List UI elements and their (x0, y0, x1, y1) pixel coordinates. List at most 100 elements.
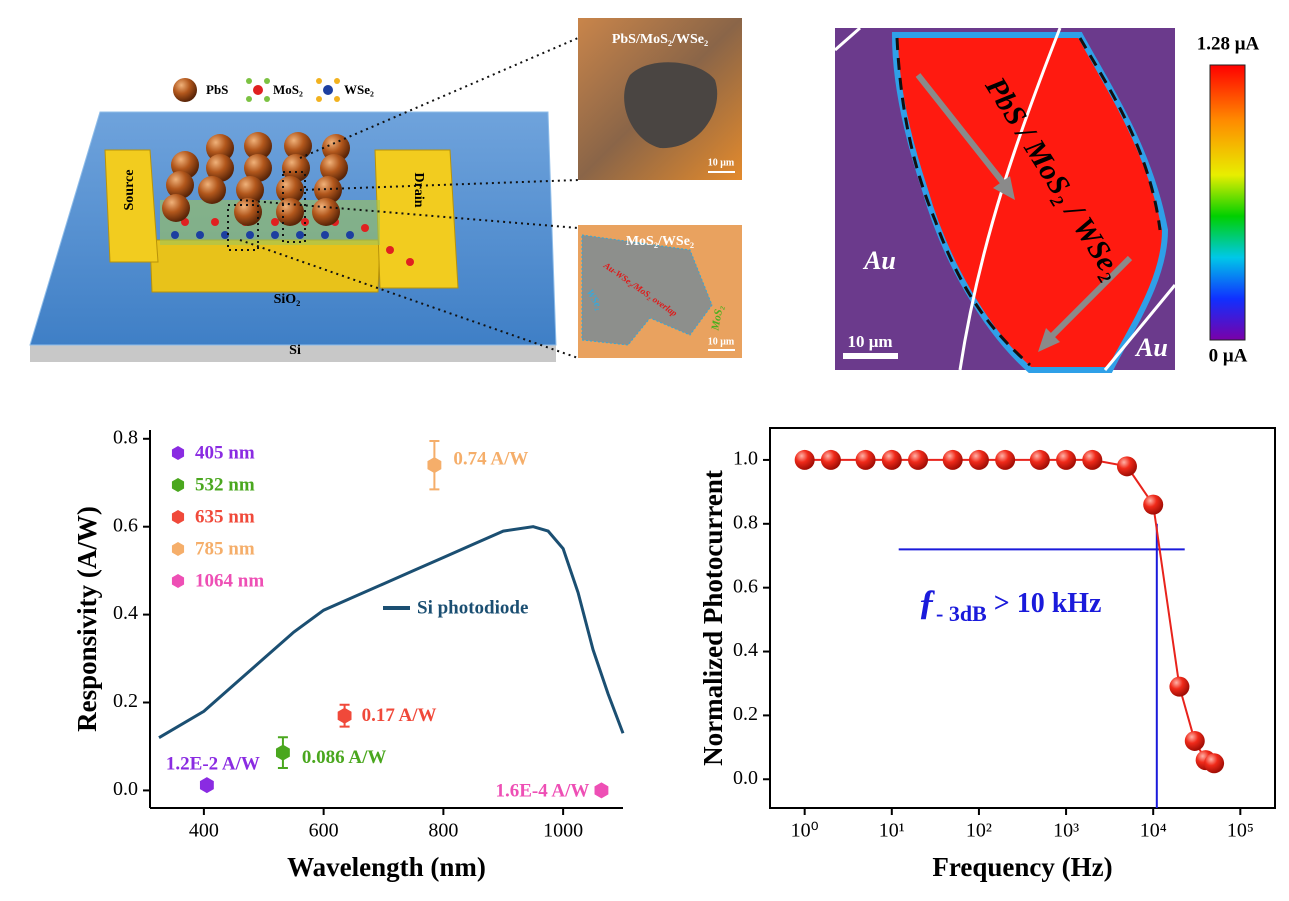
scale-bar (843, 353, 898, 359)
colorbar-min: 0 μA (1209, 345, 1248, 366)
zoom-lines (227, 37, 579, 359)
scale-label: 10 μm (708, 336, 735, 347)
plot-frame (769, 427, 1276, 809)
photocurrent-region (891, 32, 1169, 373)
data-point (1184, 730, 1205, 751)
legend-marker (171, 478, 185, 492)
inset-title: MoS₂/WSe₂ (626, 234, 694, 249)
y-tick-label: 0.0 (733, 767, 758, 789)
data-point (794, 449, 815, 470)
pbs-spheres (162, 132, 350, 226)
y-axis-label: Responsivity (A/W) (72, 506, 102, 732)
legend-label: PbS (206, 82, 228, 97)
legend-label: 785 nm (195, 538, 255, 559)
si-label: Si (289, 343, 301, 358)
x-axis-label: Wavelength (nm) (287, 852, 486, 882)
flake (581, 234, 713, 346)
annotation-subscript: - 3dB (936, 601, 987, 626)
colorbar-max: 1.28 μA (1197, 33, 1260, 54)
x-tick-label: 400 (189, 820, 219, 842)
annotation-text: > 10 kHz (987, 588, 1102, 619)
data-label: 0.17 A/W (362, 705, 437, 726)
data-label: 1.6E-4 A/W (495, 781, 589, 802)
y-tick-label: 0.2 (733, 703, 758, 725)
legend-label: 532 nm (195, 474, 255, 495)
reference-line (158, 525, 625, 739)
electrode-label: Au (862, 246, 896, 275)
device-schematic: PbS MoS₂ WSe₂ Source Drain SiO₂ Si PbS/M… (29, 18, 742, 362)
data-point (1169, 676, 1190, 697)
legend-marker (171, 542, 185, 556)
x-tick-label: 10³ (1053, 820, 1079, 842)
si-substrate (30, 345, 556, 362)
y-tick-label: 0.0 (113, 778, 138, 800)
source-electrode (104, 149, 159, 263)
x-tick-label: 600 (309, 820, 339, 842)
legend-mos2-icon (246, 78, 270, 102)
legend-wse2-icon (316, 78, 340, 102)
photocurrent-map: PbS / MoS₂ / WSe₂ Au Au 10 μm 1.28 μA 0 … (834, 26, 1260, 373)
data-label: 1.2E-2 A/W (166, 754, 260, 775)
data-point (1082, 449, 1103, 470)
data-point (1029, 449, 1050, 470)
y-tick-label: 0.4 (733, 639, 758, 661)
data-point (908, 449, 929, 470)
legend-marker (171, 510, 185, 524)
x-axis-label: Frequency (Hz) (932, 852, 1112, 882)
y-tick-label: 0.8 (113, 426, 138, 448)
data-point (275, 744, 290, 761)
drain-electrode (374, 149, 459, 289)
data-point (995, 449, 1016, 470)
sio2-label: SiO₂ (274, 292, 301, 307)
y-tick-label: 0.6 (733, 575, 758, 597)
legend-pbs-icon (173, 78, 197, 102)
x-tick-label: 10⁵ (1227, 820, 1254, 842)
arrows (915, 73, 1133, 352)
legend-label: Si photodiode (417, 597, 528, 618)
y-tick-label: 0.2 (113, 690, 138, 712)
data-point (427, 457, 442, 474)
data-point (199, 777, 214, 794)
scale-label: 10 μm (847, 332, 892, 351)
x-tick-label: 10⁰ (791, 820, 819, 842)
atoms (160, 200, 414, 266)
x-tick-label: 10² (966, 820, 992, 842)
data-point (1204, 753, 1225, 774)
flake (624, 62, 718, 149)
data-point (594, 782, 609, 799)
legend-label: 635 nm (195, 506, 255, 527)
drain-label: Drain (411, 173, 426, 208)
legend-marker (171, 446, 185, 460)
mos2-label: MoS₂ (709, 304, 725, 332)
y-tick-label: 0.6 (113, 514, 138, 536)
data-label: 0.086 A/W (302, 747, 386, 768)
data-label: 0.74 A/W (453, 449, 528, 470)
y-axis-label: Normalized Photocurrent (698, 470, 728, 766)
data-point (820, 449, 841, 470)
x-tick-label: 10⁴ (1140, 820, 1167, 842)
electrode-label: Au (1134, 333, 1168, 362)
y-tick-label: 0.4 (113, 602, 138, 624)
annotation-symbol: ƒ (918, 582, 936, 622)
flake-outline (895, 37, 1162, 367)
x-tick-label: 1000 (543, 820, 583, 842)
inset-title: PbS/MoS₂/WSe₂ (612, 32, 708, 47)
data-point (881, 449, 902, 470)
data-point (968, 449, 989, 470)
data-point (337, 707, 352, 724)
legend-label: WSe₂ (344, 82, 374, 97)
data-point (1116, 456, 1137, 477)
y-tick-label: 1.0 (733, 448, 758, 470)
scale-label: 10 μm (708, 157, 735, 168)
legend-label: 405 nm (195, 442, 255, 463)
data-point (1056, 449, 1077, 470)
legend-marker (171, 574, 185, 588)
y-tick-label: 0.8 (733, 511, 758, 533)
source-label: Source (122, 170, 137, 211)
data-point (1143, 494, 1164, 515)
x-tick-label: 10¹ (879, 820, 905, 842)
colorbar (1209, 64, 1246, 341)
x-tick-label: 800 (428, 820, 458, 842)
data-point (942, 449, 963, 470)
